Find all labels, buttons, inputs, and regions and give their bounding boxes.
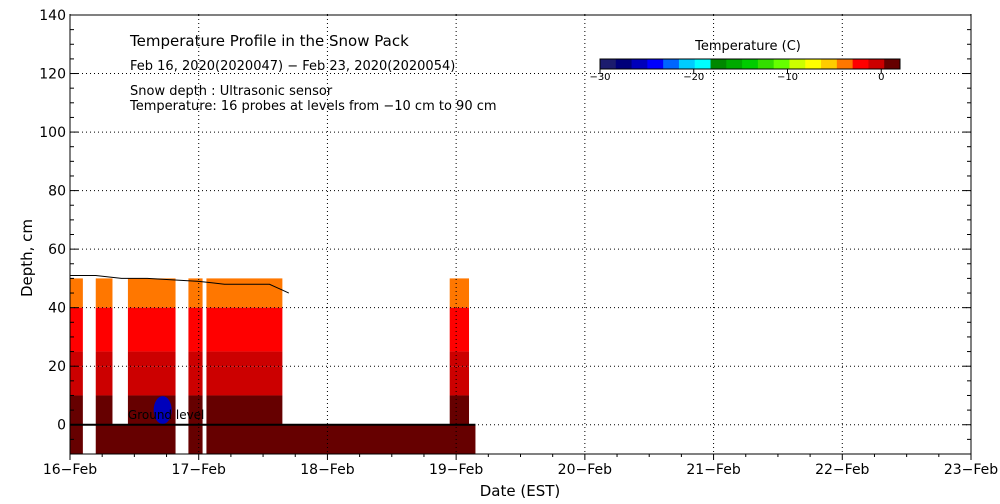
ground-level-label: Ground level: [128, 408, 204, 422]
chart-title: Temperature Profile in the Snow Pack: [129, 32, 409, 50]
x-tick-label: 23−Feb: [944, 462, 998, 478]
y-tick-label: 80: [48, 184, 66, 200]
colorbar-swatch: [821, 59, 838, 69]
note-temperature: Temperature: 16 probes at levels from −1…: [129, 99, 497, 114]
data-gap: [202, 249, 207, 454]
colorbar-swatch: [710, 59, 727, 69]
colorbar-tick-label: −20: [683, 72, 704, 83]
heat-cell: [449, 395, 470, 425]
colorbar-swatch: [836, 59, 854, 69]
colorbar-swatch: [663, 59, 680, 69]
y-axis: 0 20 40 60 80 100 120 140: [39, 8, 971, 455]
y-axis-label: Depth, cm: [18, 219, 36, 297]
colorbar-swatch: [742, 59, 759, 69]
colorbar-tick-label: 0: [878, 72, 884, 83]
data-gap: [82, 249, 96, 454]
colorbar-tick-label: −30: [589, 72, 610, 83]
colorbar-tick-label: −10: [777, 72, 798, 83]
y-tick-label: 20: [48, 359, 66, 375]
heat-cell: [449, 278, 470, 308]
colorbar-swatch: [773, 59, 790, 69]
temperature-heatmap: [70, 249, 476, 454]
colorbar-swatch: [757, 59, 775, 69]
y-tick-label: 60: [48, 242, 66, 258]
y-tick-label: 140: [39, 8, 66, 24]
y-tick-label: 120: [39, 67, 66, 83]
colorbar-title: Temperature (C): [694, 39, 801, 54]
colorbar-swatch: [694, 59, 712, 69]
x-tick-label: 22−Feb: [815, 462, 869, 478]
colorbar-frame: [599, 58, 901, 70]
colorbar-swatch: [631, 59, 648, 69]
x-tick-label: 18−Feb: [300, 462, 354, 478]
x-tick-label: 20−Feb: [558, 462, 612, 478]
colorbar-swatch: [805, 59, 822, 69]
colorbar: −30 −20 −10 0: [589, 58, 901, 83]
colorbar-swatch: [678, 59, 696, 69]
chart-subtitle: Feb 16, 2020(2020047) − Feb 23, 2020(202…: [130, 59, 455, 74]
heat-cell: [449, 351, 470, 367]
colorbar-swatch: [789, 59, 806, 69]
note-snow-depth: Snow depth : Ultrasonic sensor: [130, 84, 333, 99]
colorbar-swatch: [600, 59, 617, 69]
x-tick-label: 21−Feb: [686, 462, 740, 478]
colorbar-swatch: [868, 59, 885, 69]
colorbar-swatch: [726, 59, 743, 69]
colorbar-swatch: [647, 59, 664, 69]
colorbar-swatch: [884, 59, 901, 69]
snow-depth-line: [70, 274, 290, 294]
y-tick-label: 0: [57, 418, 66, 434]
heat-cell: [449, 366, 470, 396]
y-tick-label: 40: [48, 301, 66, 317]
y-tick-label: 100: [39, 125, 66, 141]
soil-cell: [108, 424, 476, 454]
x-axis: 16−Feb 17−Feb 18−Feb 19−Feb 20−Feb 21−Feb 22−F…: [43, 14, 998, 478]
cold-spot: [153, 396, 172, 425]
heat-cell: [449, 307, 470, 352]
colorbar-swatch: [615, 59, 633, 69]
x-axis-label: Date (EST): [480, 482, 561, 500]
x-tick-label: 16−Feb: [43, 462, 97, 478]
colorbar-swatch: [852, 59, 869, 69]
x-tick-label: 19−Feb: [429, 462, 483, 478]
x-tick-label: 17−Feb: [172, 462, 226, 478]
data-gap: [175, 249, 189, 454]
